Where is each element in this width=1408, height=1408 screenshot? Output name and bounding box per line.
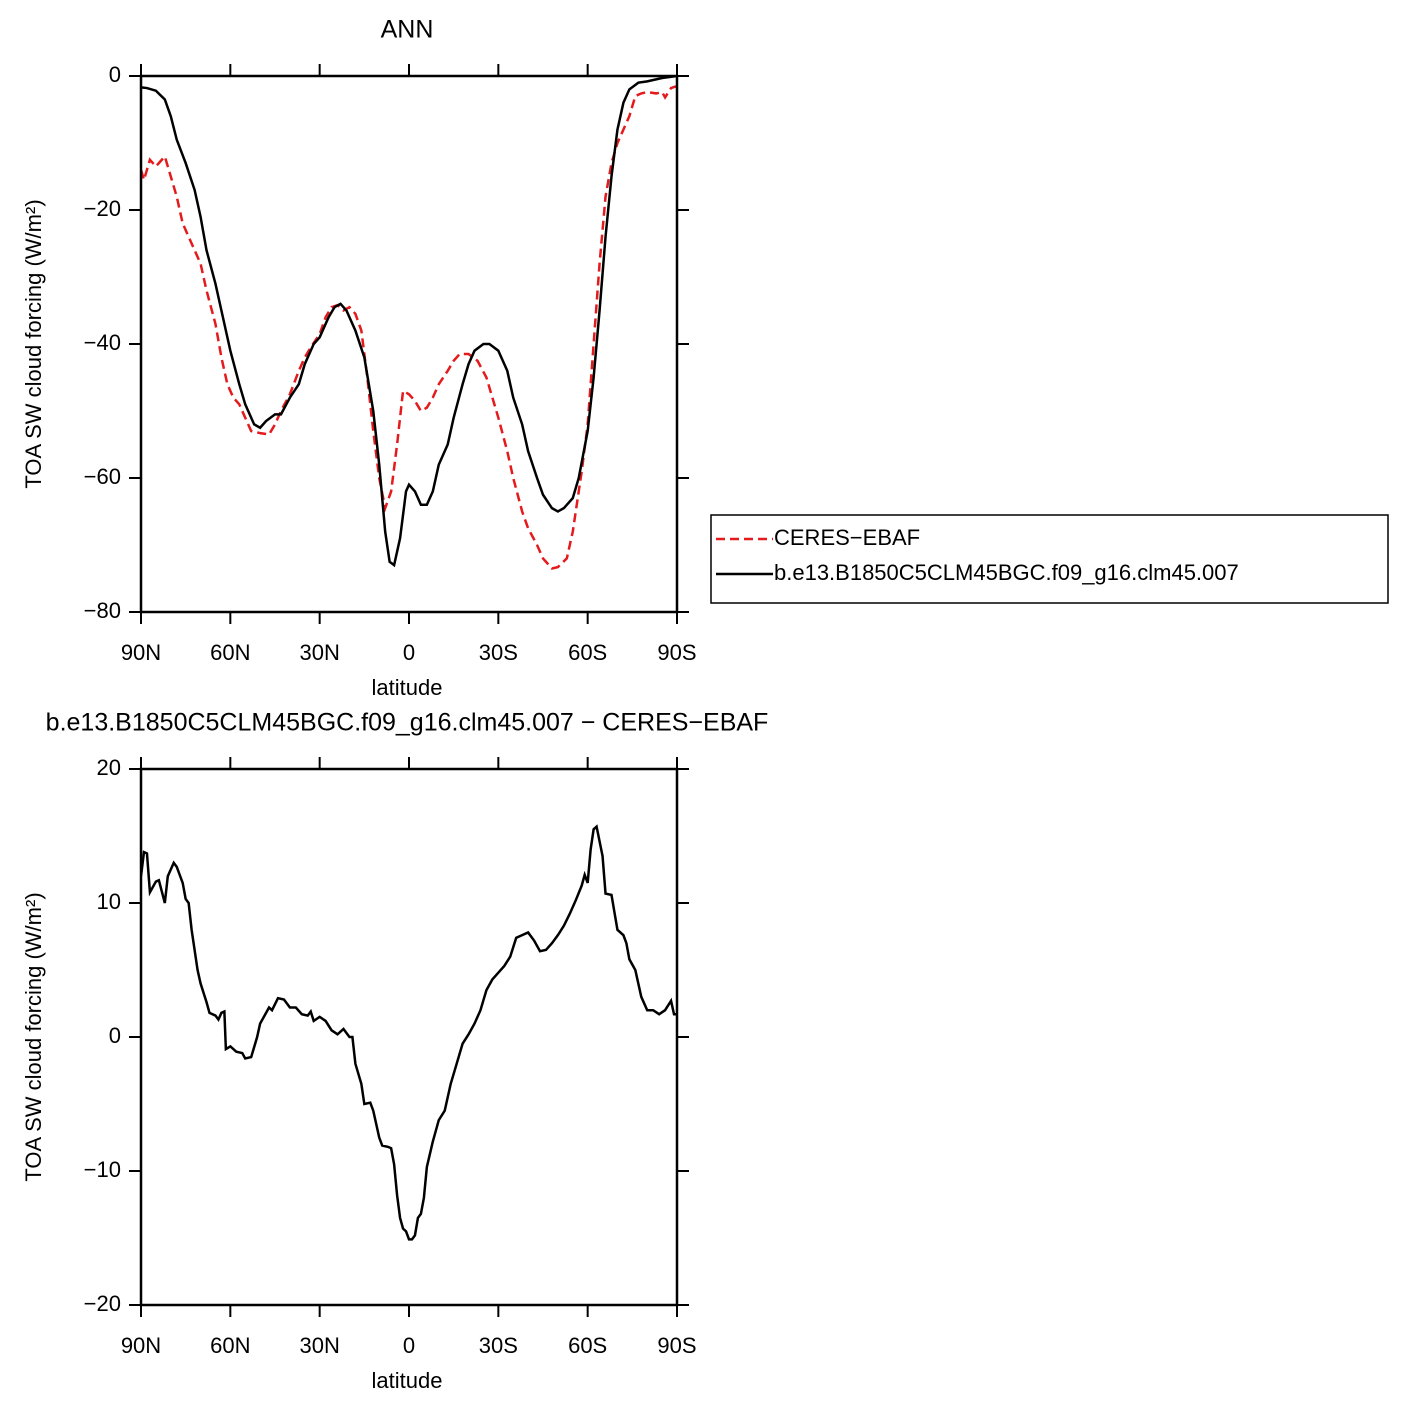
y-tick-label: 0	[109, 1023, 121, 1048]
data-line	[141, 824, 677, 1241]
x-tick-label: 0	[403, 640, 415, 665]
y-tick-label: −20	[84, 1291, 121, 1316]
chart-title: ANN	[381, 16, 434, 44]
data-line	[141, 84, 677, 570]
y-tick-label: −60	[84, 464, 121, 489]
x-tick-label: 60S	[568, 1333, 607, 1358]
legend-label: CERES−EBAF	[774, 525, 920, 550]
legend-box	[710, 514, 1389, 604]
x-tick-label: 90N	[121, 640, 161, 665]
x-tick-label: 60N	[210, 1333, 250, 1358]
y-tick-label: 20	[97, 755, 121, 780]
y-tick-label: 0	[109, 62, 121, 87]
x-tick-label: 90S	[657, 640, 696, 665]
x-tick-label: 30S	[479, 1333, 518, 1358]
y-tick-label: −40	[84, 330, 121, 355]
x-tick-label: 0	[403, 1333, 415, 1358]
y-tick-label: 10	[97, 889, 121, 914]
plot-frame	[139, 767, 679, 1307]
plot-frame	[139, 74, 679, 614]
x-tick-label: 60N	[210, 640, 250, 665]
y-tick-label: −10	[84, 1157, 121, 1182]
x-axis-label: latitude	[372, 1368, 443, 1393]
x-tick-label: 90N	[121, 1333, 161, 1358]
y-tick-label: −80	[84, 598, 121, 623]
x-tick-label: 30N	[299, 1333, 339, 1358]
data-line	[141, 76, 677, 568]
x-tick-label: 60S	[568, 640, 607, 665]
y-axis-label: TOA SW cloud forcing (W/m²)	[21, 892, 46, 1181]
y-tick-label: −20	[84, 196, 121, 221]
x-axis-label: latitude	[372, 675, 443, 700]
y-axis-label: TOA SW cloud forcing (W/m²)	[21, 199, 46, 488]
legend-label: b.e13.B1850C5CLM45BGC.f09_g16.clm45.007	[774, 560, 1239, 585]
x-tick-label: 30N	[299, 640, 339, 665]
chart-title: b.e13.B1850C5CLM45BGC.f09_g16.clm45.007 …	[46, 709, 769, 737]
x-tick-label: 90S	[657, 1333, 696, 1358]
x-tick-label: 30S	[479, 640, 518, 665]
